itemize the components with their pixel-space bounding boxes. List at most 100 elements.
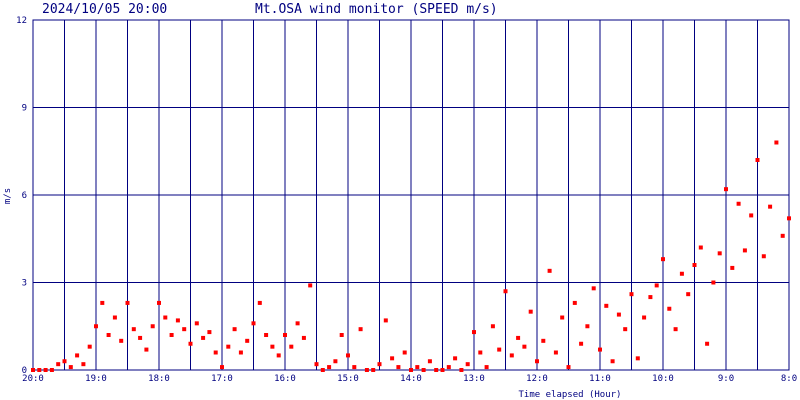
point [314,362,319,367]
point [213,350,218,355]
x-axis-label: Time elapsed (Hour) [519,390,622,400]
point [144,347,149,352]
x-tick-label: 11:0 [589,374,611,384]
point [358,327,363,332]
point [736,201,741,206]
point [509,353,514,358]
point [535,359,539,364]
point [150,324,155,329]
point [207,330,212,335]
point [692,263,697,267]
point [686,292,691,297]
y-tick-label: 6 [22,191,27,201]
point [440,368,445,372]
point [724,187,728,192]
point [390,356,395,361]
point [106,333,111,337]
point [742,248,747,253]
point [780,233,785,238]
point [87,344,92,349]
point [560,315,565,320]
point [667,306,672,311]
point [749,213,754,218]
point [768,204,773,209]
x-tick-label: 9:0 [718,374,734,384]
x-tick-label: 14:0 [400,374,422,384]
point [572,300,577,305]
point [421,368,426,372]
point [427,359,432,364]
x-tick-label: 15:0 [337,374,359,384]
point [119,338,124,343]
x-tick-label: 13:0 [463,374,485,384]
point [264,333,269,337]
point [402,350,407,355]
point [396,365,401,370]
point [415,365,420,370]
x-tick-label: 18:0 [148,374,170,384]
point [661,257,665,262]
point [566,365,571,370]
point [541,338,546,343]
point [220,365,224,370]
point [201,335,206,340]
point [503,289,508,294]
point [434,368,439,372]
point [257,300,262,305]
point [175,318,180,323]
point [43,368,48,372]
point [755,158,760,162]
point [100,300,105,305]
point [94,324,98,329]
point [459,368,464,372]
point [478,350,483,355]
point [717,251,722,256]
point [320,368,325,372]
y-tick-label: 9 [22,104,27,114]
point [472,330,476,335]
point [81,362,86,367]
point [339,333,344,337]
point [308,283,313,288]
point [654,283,659,288]
point [730,265,735,270]
point [585,324,590,329]
point [289,344,294,349]
point [528,309,533,314]
point [226,344,231,349]
point [698,245,703,250]
point [138,335,143,340]
point [49,368,54,372]
point [579,341,584,346]
x-tick-label: 17:0 [211,374,233,384]
point [446,365,451,370]
point [371,368,376,372]
point [75,353,80,358]
point [490,324,495,329]
point [276,353,281,358]
point [711,280,716,285]
point [333,359,338,364]
point [629,292,634,297]
point [648,295,653,300]
x-tick-label: 10:0 [652,374,674,384]
point [346,353,350,358]
point [553,350,558,355]
y-tick-label: 12 [16,16,27,26]
chart-subtitle: 2024/10/05 20:00 [42,2,167,17]
x-tick-label: 20:0 [22,374,44,384]
point [352,365,357,370]
point [327,365,332,370]
point [623,327,628,332]
point [616,312,621,317]
point [610,359,615,364]
point [295,321,300,326]
point [301,335,306,340]
point [245,338,250,343]
point [774,140,779,145]
point [787,216,791,221]
point [453,356,458,361]
point [383,318,388,323]
